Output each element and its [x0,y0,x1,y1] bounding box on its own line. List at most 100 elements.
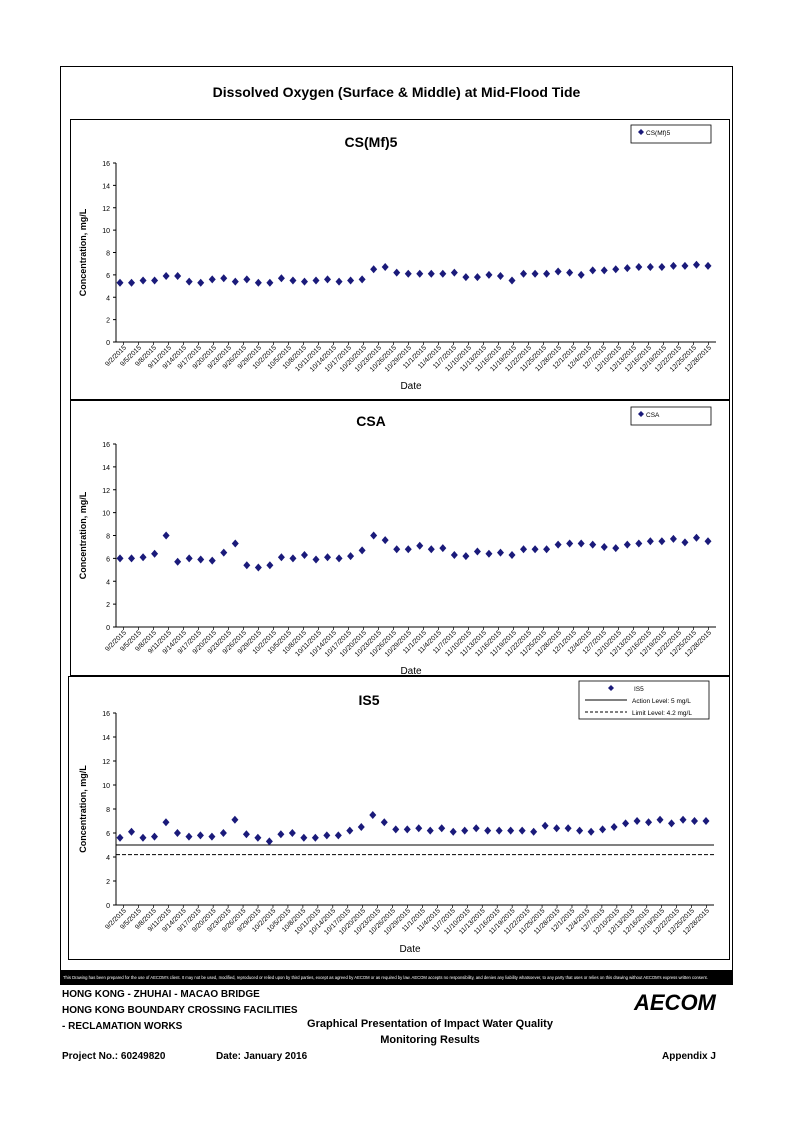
data-point [266,561,274,570]
data-point [243,275,251,284]
data-point [312,276,320,285]
data-point [289,276,297,285]
data-point [658,263,666,272]
y-tick-label: 12 [102,488,110,495]
y-tick-label: 6 [106,273,110,280]
data-point [691,817,699,825]
data-point [704,261,712,270]
data-point [185,277,193,286]
legend-marker [638,129,644,135]
y-tick-label: 14 [102,465,110,472]
chart-title: IS5 [358,692,379,708]
data-point [668,819,676,828]
data-point [635,263,643,272]
data-point [656,815,664,824]
data-point [162,531,170,540]
data-point [151,549,159,558]
data-point [139,553,147,562]
data-point [208,556,216,565]
data-point [496,271,504,280]
data-point [658,537,666,546]
data-point [612,544,620,553]
data-point [473,273,481,282]
y-tick-label: 8 [106,251,110,258]
data-point [197,555,205,564]
data-point [324,553,332,562]
data-point [357,823,365,831]
data-point [392,825,400,834]
data-point [381,263,389,272]
data-point [404,545,412,554]
data-point [346,826,354,835]
data-point [427,545,435,554]
y-tick-label: 16 [102,711,110,718]
y-tick-label: 2 [106,318,110,325]
legend-label: Limit Level: 4.2 mg/L [632,710,692,717]
data-point [335,277,343,286]
chart-panel-csa: CSA 0 2 4 6 8 10 12 14 16 Concentration, mg/L 9/2/2… [70,400,730,677]
y-tick-label: 4 [106,855,110,862]
data-point [439,269,447,278]
data-point [438,824,446,833]
data-point [622,819,630,828]
data-point [300,277,308,286]
data-point [370,265,378,274]
data-point [484,826,492,835]
legend-label: CSA [646,412,660,419]
data-point [520,269,528,278]
y-tick-label: 8 [106,534,110,541]
data-point [358,275,366,284]
data-point [679,815,687,824]
data-point [577,270,585,279]
y-tick-label: 16 [102,442,110,449]
data-point [139,276,147,285]
data-point [403,825,411,834]
data-point [554,267,562,276]
data-point [254,278,262,287]
data-point [576,826,584,835]
y-tick-label: 6 [106,556,110,563]
data-point [495,826,503,835]
data-point [393,545,401,554]
data-point [127,827,135,836]
y-axis-label: Concentration, mg/L [78,208,88,296]
legend-box [630,124,712,144]
y-tick-label: 14 [102,183,110,190]
legend-marker [638,411,644,417]
data-point [507,826,515,835]
data-point [220,548,228,557]
data-point [174,557,182,566]
data-point [254,833,262,842]
legend-marker [608,685,614,691]
data-point [669,534,677,543]
data-point [380,818,388,827]
data-point [600,266,608,275]
data-point [150,832,158,841]
data-point [426,826,434,835]
data-point [600,542,608,551]
y-tick-label: 12 [102,206,110,213]
chart-panel-is5: IS5 0 2 4 6 8 10 12 14 16 Concentration, mg/L 9/2/2… [68,676,730,960]
data-point [589,266,597,275]
y-axis-label: Concentration, mg/L [78,765,88,853]
y-tick-label: 0 [106,625,110,632]
data-point [566,539,574,548]
data-point [197,278,205,287]
data-point [449,827,457,836]
data-point [358,546,366,555]
y-axis-label: Concentration, mg/L [78,491,88,579]
data-point [692,533,700,542]
data-point [300,550,308,559]
data-point [415,824,423,833]
y-tick-label: 0 [106,340,110,347]
data-point [381,536,389,545]
data-point [427,269,435,278]
aecom-logo: AECOM [634,990,716,1015]
y-tick-label: 4 [106,579,110,586]
data-point [681,261,689,270]
data-point [266,278,274,287]
data-point [300,833,308,842]
